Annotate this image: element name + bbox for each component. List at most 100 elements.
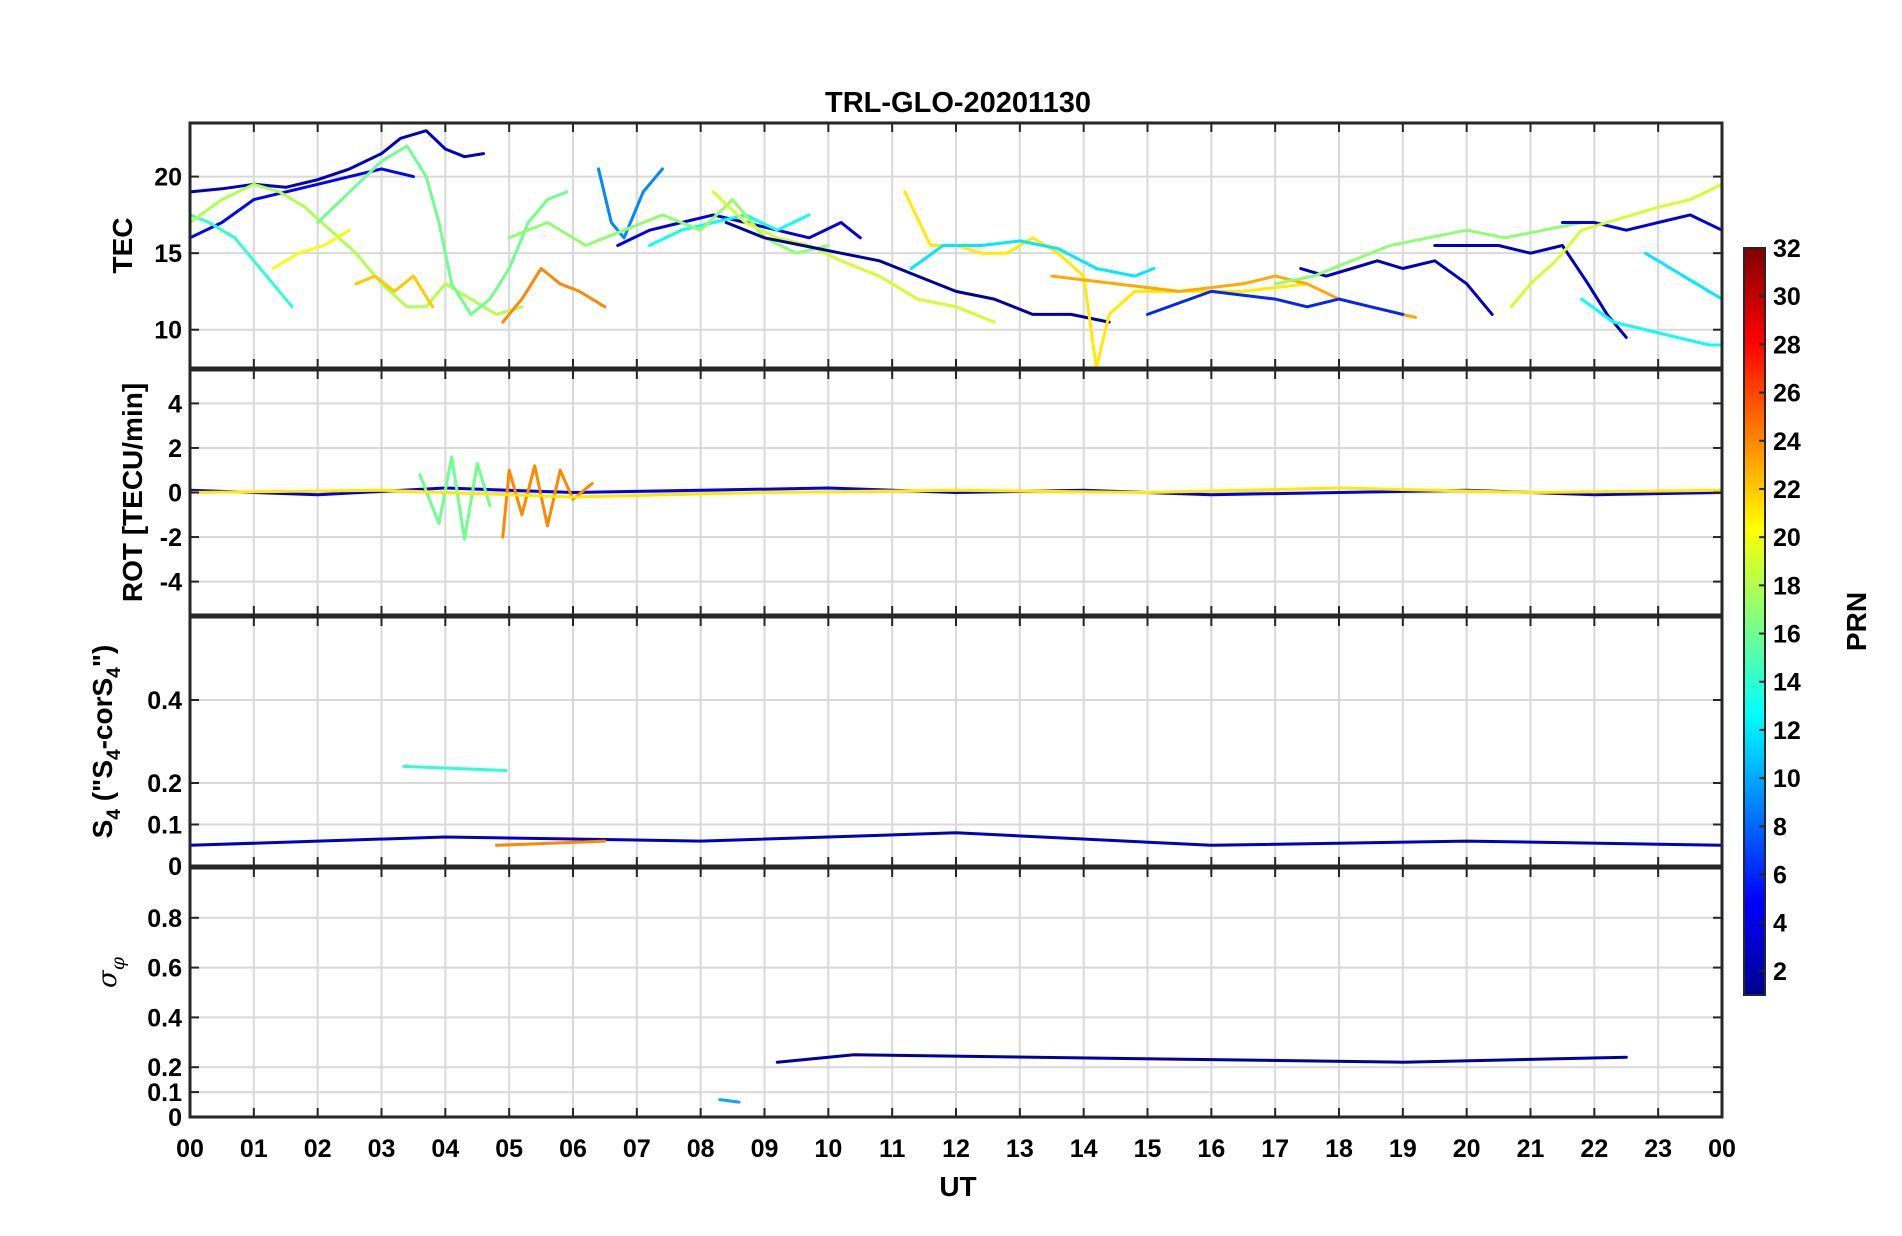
series-line-prn-20	[271, 228, 352, 270]
series-line-prn-3	[1299, 259, 1494, 316]
series-group	[188, 129, 1724, 370]
colorbar-tick-label: 18	[1773, 572, 1801, 600]
x-tick-label: 04	[431, 1135, 459, 1163]
series-line-prn-17	[507, 198, 830, 255]
ticks	[189, 123, 1723, 368]
x-axis-label: UT	[939, 1171, 976, 1202]
series-line-prn-16	[316, 144, 569, 316]
y-tick-label: 20	[154, 164, 182, 192]
y-axis-label: σφ	[93, 956, 129, 988]
y-tick-label: -4	[160, 569, 182, 597]
colorbar-tick-label: 10	[1773, 765, 1801, 793]
colorbar-tick-label: 12	[1773, 717, 1801, 745]
y-tick-label: 0	[168, 480, 182, 508]
x-tick-label: 12	[942, 1135, 970, 1163]
colorbar-tick-label: 22	[1773, 476, 1801, 504]
series-line-prn-10	[718, 1098, 741, 1104]
panel-tec: 10 15 20 TEC	[107, 121, 1724, 370]
colorbar-tick-label: 20	[1773, 524, 1801, 552]
x-tick-label: 02	[304, 1135, 332, 1163]
x-tick-label: 15	[1134, 1135, 1162, 1163]
series-line-prn-19	[711, 190, 996, 324]
colorbar-label: PRN	[1841, 592, 1872, 651]
x-tick-label: 10	[814, 1135, 842, 1163]
series-line-prn-13	[648, 213, 811, 247]
chart-title: TRL-GLO-20201130	[825, 87, 1091, 119]
colorbar-tick-label: 28	[1773, 331, 1801, 359]
x-tick-label: 11	[879, 1135, 906, 1163]
series-line-prn-17	[1273, 221, 1584, 286]
y-tick-label: 0.1	[147, 1079, 182, 1107]
colorbar-tick-label: 8	[1773, 813, 1787, 841]
y-tick-label: 0.2	[147, 770, 182, 798]
y-tick-label: 15	[154, 240, 182, 268]
grid	[190, 370, 1722, 615]
x-tick-label: 03	[368, 1135, 396, 1163]
x-tick-label: 05	[495, 1135, 523, 1163]
y-tick-label: 0.4	[147, 1004, 182, 1032]
colorbar-tick-label: 14	[1773, 669, 1801, 697]
y-tick-label: 0	[168, 1104, 182, 1132]
y-tick-label: 0.6	[147, 955, 182, 983]
x-tick-label: 19	[1389, 1135, 1417, 1163]
series-line-prn-22	[354, 274, 435, 309]
x-tick-label: 14	[1070, 1135, 1098, 1163]
series-group	[718, 1053, 1628, 1104]
colorbar-tick-label: 26	[1773, 380, 1801, 408]
panel-sigma_phi: 00.10.2 0.4 0.6 0.8 σφ	[93, 866, 1724, 1132]
x-tick-label: 13	[1006, 1135, 1034, 1163]
y-tick-label: -2	[160, 524, 182, 552]
ticks	[189, 370, 1723, 615]
series-group	[188, 455, 1724, 541]
y-axis-label: ROT [TECU/min]	[117, 383, 148, 602]
x-tick-label: 20	[1453, 1135, 1481, 1163]
panel-s4: 0 0.1 0.2 0.4 S4 ("S4-corS4")	[87, 615, 1724, 881]
y-tick-label: 0	[168, 853, 182, 881]
x-tick-label: 06	[559, 1135, 587, 1163]
grid	[190, 868, 1722, 1117]
x-tick-label: 17	[1261, 1135, 1289, 1163]
series-line-prn-13	[1580, 297, 1724, 347]
grid	[190, 617, 1722, 866]
series-line-prn-18	[188, 182, 524, 316]
x-tick-label: 18	[1325, 1135, 1353, 1163]
series-line-prn-16	[418, 455, 492, 541]
x-tick-label: 22	[1580, 1135, 1608, 1163]
colorbar-tick-label: 4	[1773, 910, 1787, 938]
y-tick-label: 10	[154, 317, 182, 345]
y-tick-label: 4	[168, 390, 182, 418]
series-line-prn-3	[188, 831, 1724, 847]
y-tick-label: 0.2	[147, 1054, 182, 1082]
x-tick-label: 16	[1197, 1135, 1225, 1163]
y-tick-label: 0.4	[147, 687, 182, 715]
y-tick-label: 0.8	[147, 905, 182, 933]
series-group	[188, 764, 1724, 847]
colorbar-tick-label: 2	[1773, 958, 1787, 986]
x-axis: 00 01 02 03 04 05 06 07 08 09 10 11 12 13 14 15 16 17 18 19…	[176, 1135, 1736, 1163]
series-line-prn-2	[775, 1053, 1628, 1064]
series-line-prn-4	[1560, 213, 1724, 232]
x-tick-label: 21	[1517, 1135, 1545, 1163]
x-tick-label: 00	[1708, 1135, 1736, 1163]
series-line-prn-19	[1509, 182, 1724, 309]
ticks	[189, 868, 1723, 1118]
colorbar-tick-label: 32	[1773, 235, 1801, 263]
panel-rot: -4 -2 0 2 4 ROT [TECU/min]	[117, 368, 1724, 617]
x-tick-label: 00	[176, 1135, 204, 1163]
series-line-prn-5	[188, 167, 415, 240]
series-line-prn-3	[1433, 244, 1628, 339]
y-tick-label: 2	[168, 435, 182, 463]
series-line-prn-21	[188, 486, 1724, 499]
series-line-prn-2	[724, 221, 1111, 324]
series-line-prn-14	[188, 213, 294, 309]
series-line-prn-6	[1146, 289, 1405, 316]
colorbar-gradient	[1743, 247, 1766, 996]
colorbar-tick-label: 16	[1773, 621, 1801, 649]
series-line-prn-9	[597, 167, 664, 240]
y-tick-label: 0.1	[147, 812, 182, 840]
series-line-prn-24	[494, 839, 607, 847]
series-line-prn-12	[909, 239, 1156, 278]
